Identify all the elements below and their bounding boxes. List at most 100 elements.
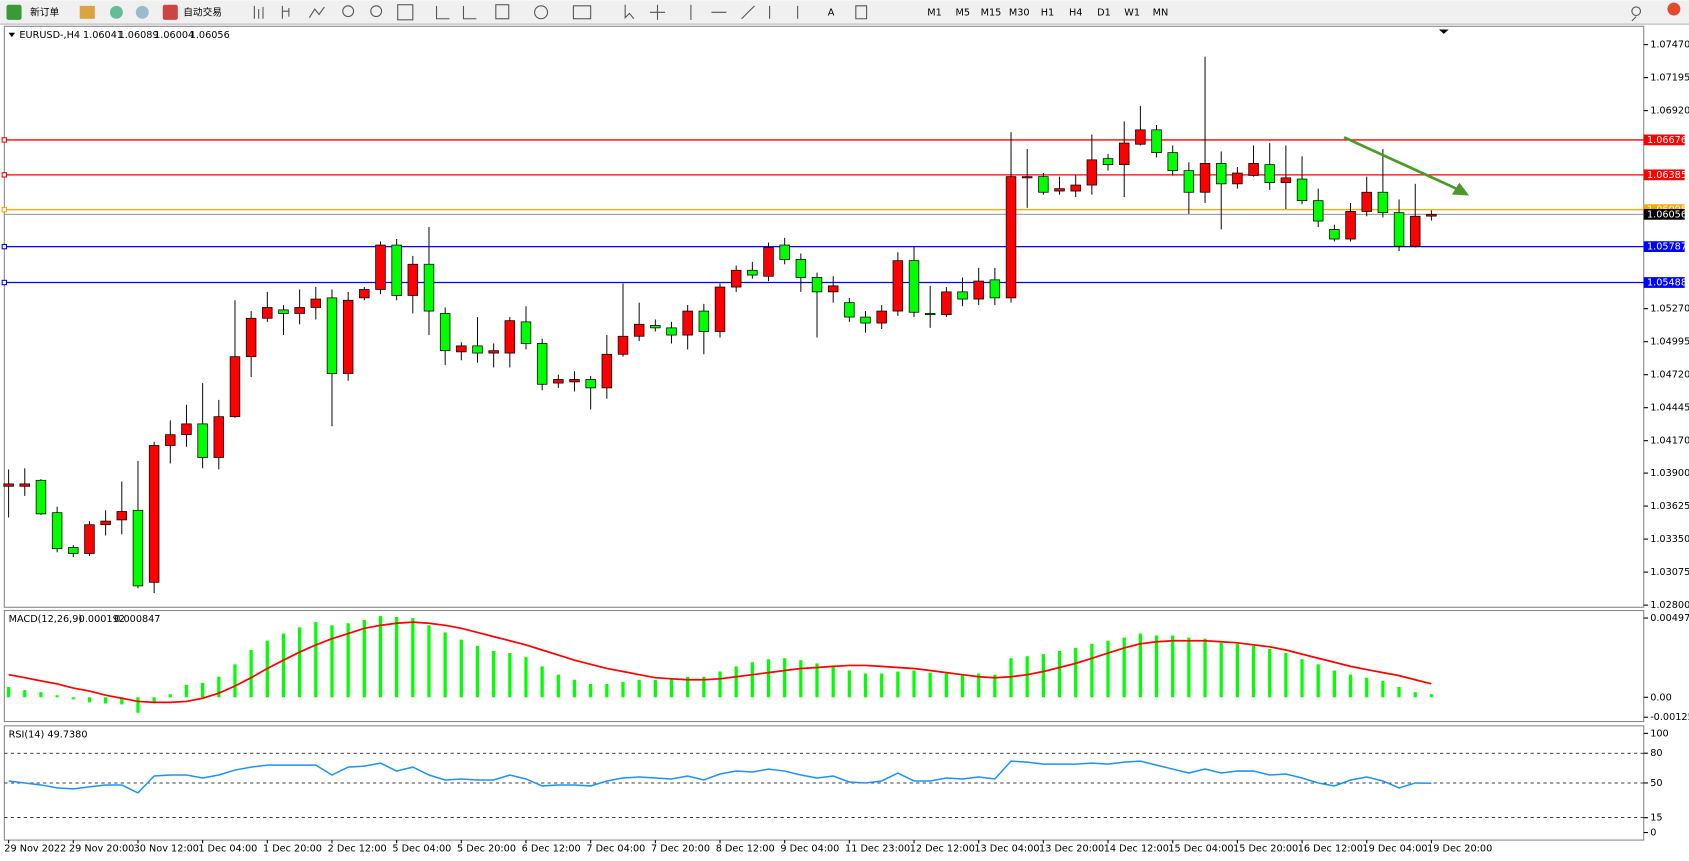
candle-body bbox=[423, 263, 435, 312]
y-tick-label: 1.07470 bbox=[1650, 40, 1689, 51]
macd-bar bbox=[637, 679, 641, 698]
macd-bar bbox=[1219, 642, 1223, 698]
auto-trading-icon[interactable] bbox=[162, 4, 178, 20]
candle-body bbox=[1135, 129, 1146, 145]
macd-bar bbox=[1138, 633, 1142, 698]
y-tick-label: 1.03350 bbox=[1650, 534, 1689, 545]
timeframe-button[interactable]: D1 bbox=[1097, 7, 1111, 18]
macd-signal-value: 0.000847 bbox=[114, 614, 160, 625]
candle-body bbox=[1183, 170, 1195, 193]
candle-body bbox=[84, 524, 95, 554]
candle-body bbox=[326, 297, 338, 374]
x-tick-label: 15 Dec 20:00 bbox=[1233, 844, 1298, 855]
y-tick-label: -0.001251 bbox=[1650, 712, 1689, 723]
candle-button[interactable] bbox=[281, 5, 290, 19]
candle-body bbox=[1409, 215, 1421, 247]
timeframe-button[interactable]: M15 bbox=[981, 7, 1002, 18]
candle-body bbox=[294, 307, 305, 314]
x-tick-label: 9 Dec 04:00 bbox=[780, 844, 839, 855]
toolbar bbox=[0, 0, 1689, 25]
bar-chart-button[interactable] bbox=[253, 5, 264, 19]
x-tick-label: 11 Dec 23:00 bbox=[845, 844, 910, 855]
timeframe-button[interactable]: MN bbox=[1153, 7, 1169, 18]
macd-bar bbox=[1203, 638, 1207, 698]
candle-body bbox=[278, 309, 289, 314]
candle-body bbox=[310, 298, 322, 308]
cursor-button[interactable] bbox=[624, 4, 635, 20]
x-tick-label: 13 Dec 04:00 bbox=[974, 844, 1039, 855]
search-button[interactable] bbox=[1631, 6, 1642, 22]
macd-bar bbox=[1187, 637, 1191, 698]
macd-bar bbox=[863, 673, 868, 698]
candle-body bbox=[375, 244, 386, 290]
candle-body bbox=[51, 512, 63, 550]
level-price-box bbox=[1643, 169, 1685, 181]
toolbar-icon[interactable] bbox=[109, 5, 123, 19]
indicator-title: RSI(14) bbox=[9, 729, 45, 740]
timeframe-button[interactable]: H4 bbox=[1069, 7, 1082, 18]
candle-body bbox=[650, 325, 661, 329]
timeframe-button[interactable]: W1 bbox=[1124, 7, 1140, 18]
candle-body bbox=[1393, 212, 1405, 247]
x-tick-label: 29 Nov 20:00 bbox=[69, 844, 134, 855]
line-chart-button[interactable] bbox=[308, 6, 325, 18]
macd-bar bbox=[977, 673, 981, 698]
macd-bar bbox=[184, 684, 189, 698]
toolbar-icon[interactable] bbox=[79, 5, 95, 19]
macd-bar bbox=[1348, 674, 1353, 698]
toolbar-icon[interactable] bbox=[135, 5, 149, 19]
templates-button[interactable] bbox=[572, 5, 592, 20]
drawing-tools[interactable] bbox=[690, 4, 868, 20]
indicators-button[interactable] bbox=[495, 4, 510, 20]
candle-body bbox=[229, 356, 241, 418]
macd-bar bbox=[411, 618, 415, 698]
rsi-line bbox=[8, 760, 1432, 794]
current-price-box bbox=[1643, 208, 1685, 220]
panel-triangle bbox=[8, 32, 16, 38]
x-tick-label: 19 Dec 04:00 bbox=[1362, 844, 1427, 855]
candle-body bbox=[1086, 159, 1098, 186]
macd-bar bbox=[459, 639, 463, 698]
scroll-button[interactable] bbox=[435, 5, 477, 20]
macd-bar bbox=[621, 681, 625, 698]
macd-bar bbox=[55, 695, 59, 698]
macd-bar bbox=[1268, 648, 1272, 698]
notification-badge[interactable] bbox=[1667, 2, 1681, 16]
macd-bar bbox=[847, 670, 851, 698]
candle-body bbox=[1345, 211, 1356, 240]
periods-button[interactable] bbox=[534, 5, 549, 20]
zoom-in-button[interactable] bbox=[342, 5, 355, 18]
timeframe-button[interactable]: M1 bbox=[927, 7, 942, 18]
macd-bar bbox=[653, 679, 657, 698]
crosshair-button[interactable] bbox=[649, 4, 666, 20]
auto-trading-button[interactable]: 自动交易 bbox=[183, 5, 222, 18]
macd-panel bbox=[3, 609, 1645, 723]
y-tick-label: 1.02800 bbox=[1650, 600, 1689, 611]
macd-bar bbox=[1106, 640, 1110, 698]
y-tick-label: 1.04170 bbox=[1650, 436, 1689, 447]
macd-bar bbox=[572, 679, 577, 698]
candle-body bbox=[763, 247, 774, 277]
y-tick-label: 1.04720 bbox=[1650, 370, 1689, 381]
timeframe-button[interactable]: M30 bbox=[1009, 7, 1030, 18]
macd-bar bbox=[669, 678, 674, 698]
x-tick-label: 7 Dec 04:00 bbox=[586, 844, 645, 855]
candle-body bbox=[19, 483, 31, 487]
tile-button[interactable] bbox=[397, 4, 414, 21]
zoom-out-button[interactable] bbox=[370, 5, 383, 18]
macd-bar bbox=[7, 686, 11, 698]
timeframe-button[interactable]: H1 bbox=[1041, 7, 1054, 18]
timeframe-button[interactable]: M5 bbox=[955, 7, 970, 18]
level-price-box bbox=[1643, 134, 1685, 146]
macd-bar bbox=[1332, 670, 1337, 698]
candle-body bbox=[116, 511, 128, 521]
x-tick-label: 29 Nov 2022 bbox=[4, 844, 66, 855]
new-order-button[interactable]: 新订单 bbox=[30, 5, 59, 18]
candle-body bbox=[536, 343, 548, 385]
text-tool[interactable]: A bbox=[828, 7, 835, 18]
new-order-icon[interactable] bbox=[6, 4, 22, 20]
macd-bar bbox=[1041, 654, 1045, 698]
shift-marker bbox=[1438, 29, 1449, 34]
x-tick-label: 5 Dec 20:00 bbox=[457, 844, 516, 855]
macd-bar bbox=[1316, 664, 1320, 698]
